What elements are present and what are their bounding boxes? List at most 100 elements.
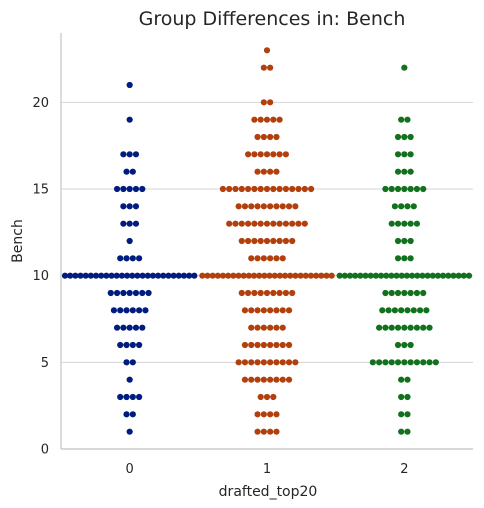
data-point — [426, 359, 433, 366]
axes — [60, 33, 473, 450]
data-point — [297, 272, 304, 279]
data-point — [87, 272, 94, 279]
data-point — [273, 255, 280, 262]
data-point — [407, 324, 414, 331]
data-point — [263, 185, 271, 193]
data-point — [241, 341, 249, 349]
data-point — [267, 255, 274, 262]
data-point — [460, 272, 467, 279]
data-point — [260, 359, 267, 366]
data-point — [394, 289, 402, 297]
data-point — [241, 203, 249, 210]
data-point — [276, 237, 283, 245]
data-point — [410, 307, 417, 314]
data-point — [98, 272, 105, 279]
data-point — [145, 289, 152, 297]
data-point — [117, 255, 124, 262]
data-point — [260, 341, 267, 349]
data-point — [245, 220, 252, 227]
data-point — [266, 272, 273, 279]
data-point — [445, 272, 452, 279]
data-point — [248, 255, 255, 262]
data-point — [394, 133, 402, 141]
data-point — [263, 220, 271, 227]
data-point — [420, 185, 427, 193]
data-point — [175, 272, 182, 279]
data-point — [248, 324, 255, 331]
data-point — [191, 272, 198, 279]
data-point — [276, 220, 283, 227]
data-point — [134, 272, 141, 279]
data-point — [204, 272, 211, 279]
data-point — [432, 359, 439, 366]
data-point — [410, 203, 417, 210]
data-point — [273, 133, 280, 141]
data-point — [401, 133, 408, 141]
data-point — [267, 203, 274, 210]
data-point — [117, 393, 124, 401]
data-point — [394, 324, 402, 331]
data-point — [279, 203, 286, 210]
data-point — [276, 272, 284, 279]
data-point — [248, 359, 255, 366]
data-points — [61, 47, 473, 435]
data-point — [407, 220, 414, 227]
data-point — [251, 220, 258, 227]
data-point — [276, 151, 283, 158]
data-point — [225, 272, 232, 279]
data-point — [110, 307, 118, 314]
data-point — [129, 255, 136, 262]
data-point — [136, 307, 143, 314]
data-point — [394, 255, 402, 262]
data-point — [123, 168, 130, 175]
data-point — [123, 393, 130, 401]
data-point — [273, 341, 280, 349]
data-point — [401, 168, 408, 175]
data-point — [401, 289, 408, 297]
data-point — [67, 272, 74, 279]
data-point — [413, 185, 421, 193]
x-tick-label: 0 — [126, 462, 134, 477]
data-point — [388, 324, 395, 331]
data-point — [267, 411, 274, 418]
data-point — [254, 324, 261, 331]
data-point — [113, 185, 121, 193]
data-point — [376, 324, 383, 331]
data-point — [126, 237, 133, 245]
data-point — [289, 237, 296, 245]
data-point — [357, 272, 364, 279]
data-point — [404, 428, 411, 435]
data-point — [132, 203, 140, 210]
data-point — [245, 272, 252, 279]
data-point — [391, 307, 398, 314]
data-point — [261, 272, 268, 279]
data-point — [401, 64, 408, 71]
data-point — [267, 99, 274, 106]
data-point — [260, 324, 267, 331]
data-point — [424, 272, 431, 279]
data-point — [118, 272, 126, 279]
data-point — [416, 307, 424, 314]
data-point — [398, 411, 405, 418]
data-point — [394, 237, 402, 245]
x-axis-title: drafted_top20 — [219, 484, 318, 500]
data-point — [285, 359, 293, 366]
data-point — [276, 289, 283, 297]
data-point — [404, 307, 411, 314]
data-point — [401, 359, 408, 366]
data-point — [263, 237, 271, 245]
data-point — [302, 272, 309, 279]
y-tick-label: 5 — [41, 356, 49, 371]
data-point — [376, 359, 383, 366]
data-point — [285, 341, 293, 349]
data-point — [267, 376, 274, 383]
data-point — [108, 272, 115, 279]
data-point — [254, 307, 261, 314]
data-point — [254, 428, 261, 435]
data-point — [285, 376, 293, 383]
data-point — [136, 255, 143, 262]
data-point — [279, 359, 286, 366]
data-point — [465, 272, 473, 279]
data-point — [404, 203, 411, 210]
